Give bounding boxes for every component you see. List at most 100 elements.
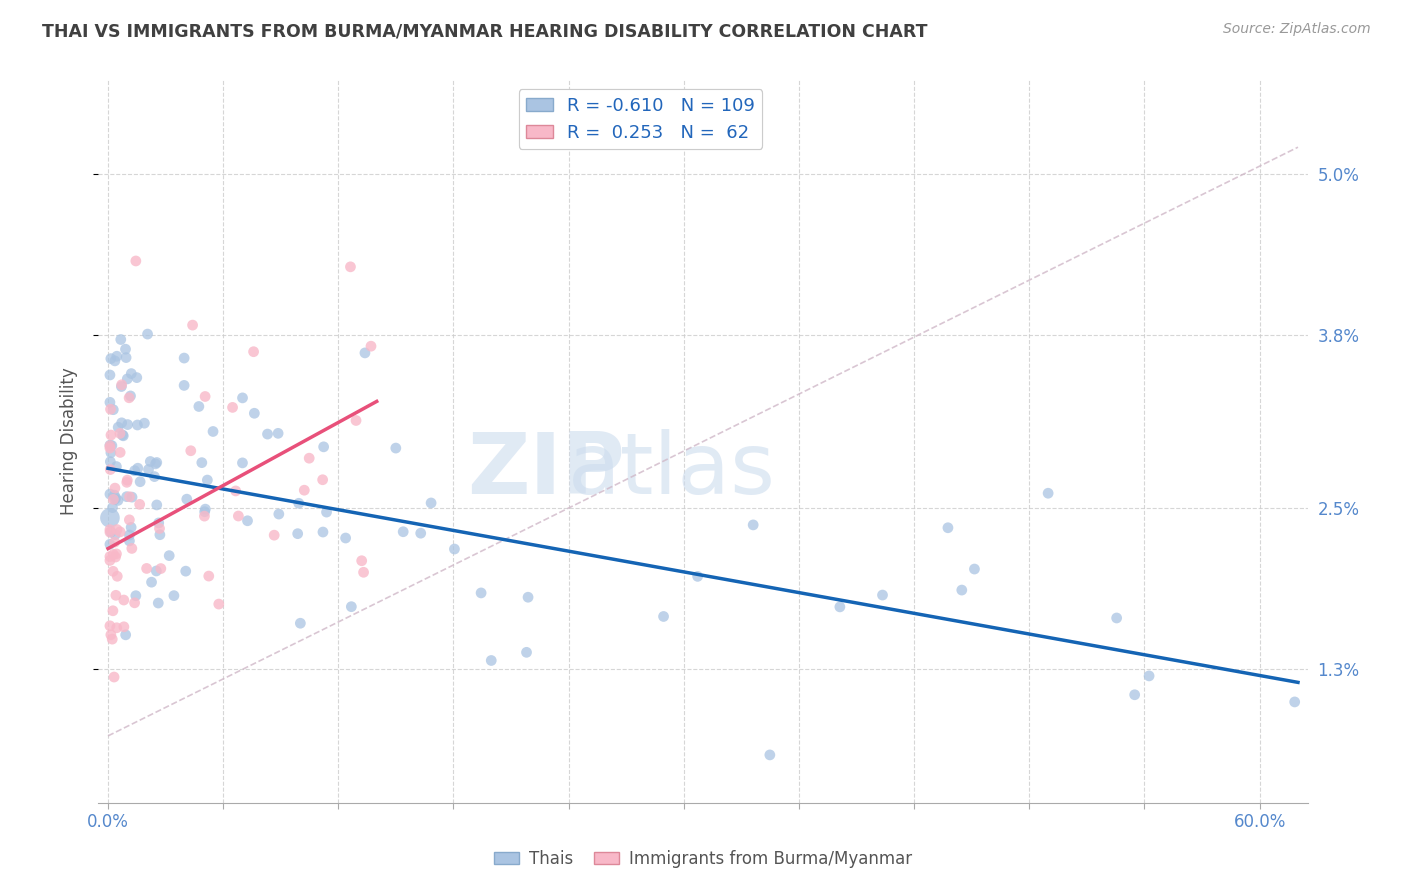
Point [173,378,195,392]
Point [141,575,163,590]
Point [267,507,290,521]
Point [101,500,124,515]
Point [110,333,132,347]
Point [1123,688,1146,702]
Point [111,416,134,430]
Point [228,508,250,523]
Point [112,429,135,443]
Point [124,596,146,610]
Point [191,456,214,470]
Point [98,439,121,453]
Point [340,599,363,614]
Point [98,441,121,455]
Point [443,542,465,557]
Point [221,401,243,415]
Point [287,526,309,541]
Point [742,517,765,532]
Point [420,496,443,510]
Point [243,406,266,420]
Point [360,339,382,353]
Point [242,344,264,359]
Point [202,425,225,439]
Point [104,492,127,507]
Point [98,395,121,409]
Point [174,564,197,578]
Point [256,427,278,442]
Legend: Thais, Immigrants from Burma/Myanmar: Thais, Immigrants from Burma/Myanmar [488,844,918,875]
Point [104,535,127,549]
Point [120,389,142,403]
Point [100,446,122,460]
Point [181,318,204,332]
Point [129,475,152,489]
Point [112,620,135,634]
Point [194,502,217,516]
Point [103,402,125,417]
Point [231,456,253,470]
Point [686,569,709,583]
Point [104,354,127,368]
Point [121,490,143,504]
Point [936,521,959,535]
Point [100,428,122,442]
Point [163,589,186,603]
Point [118,391,141,405]
Point [110,379,132,393]
Point [344,413,367,427]
Point [98,368,121,382]
Point [135,561,157,575]
Point [117,417,139,432]
Point [515,645,537,659]
Point [149,561,172,575]
Point [353,566,375,580]
Point [225,483,247,498]
Point [98,487,121,501]
Point [103,670,125,684]
Point [105,523,128,537]
Point [176,492,198,507]
Point [105,569,128,583]
Point [298,451,321,466]
Point [104,481,127,495]
Point [197,569,219,583]
Point [145,564,167,578]
Point [101,604,124,618]
Point [98,462,121,476]
Point [950,583,973,598]
Point [98,549,121,564]
Point [312,524,335,539]
Point [124,464,146,478]
Point [105,621,128,635]
Point [103,492,125,507]
Point [187,400,209,414]
Point [335,531,357,545]
Point [112,593,135,607]
Point [148,596,170,610]
Point [193,509,215,524]
Point [339,260,361,274]
Point [173,351,195,365]
Point [100,351,122,366]
Point [149,527,172,541]
Point [125,370,148,384]
Point [105,459,128,474]
Point [118,490,141,504]
Point [108,426,131,441]
Point [236,514,259,528]
Point [479,653,502,667]
Point [117,372,139,386]
Point [157,549,180,563]
Point [98,619,121,633]
Point [652,609,675,624]
Point [127,461,149,475]
Point [517,591,540,605]
Point [138,462,160,476]
Y-axis label: Hearing Disability: Hearing Disability [59,368,77,516]
Point [139,454,162,468]
Legend: R = -0.610   N = 109, R =  0.253   N =  62: R = -0.610 N = 109, R = 0.253 N = 62 [519,89,762,149]
Point [180,443,202,458]
Point [107,493,129,508]
Point [100,628,122,642]
Point [111,377,134,392]
Point [115,475,138,490]
